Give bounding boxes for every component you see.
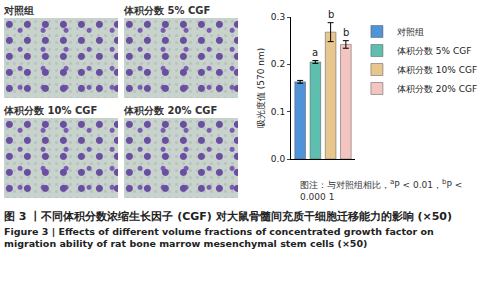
html-text:对照组: 对照组 — [4, 5, 34, 16]
html-text:体积分数 20% CGF: 体积分数 20% CGF — [124, 105, 218, 116]
svg-text:0.3: 0.3 — [271, 12, 285, 22]
svg-text:b: b — [343, 27, 349, 38]
html-text:图 3 丨不同体积分数浓缩生长因子 (CGF) 对大鼠骨髓间: 图 3 丨不同体积分数浓缩生长因子 (CGF) 对大鼠骨髓间充质干细胞迁移能力的… — [4, 210, 453, 223]
svg-text:对照组: 对照组 — [397, 27, 424, 37]
svg-text:a: a — [312, 47, 318, 58]
svg-text:吸光度值 (570 nm): 吸光度值 (570 nm) — [256, 48, 266, 128]
svg-text:0.2: 0.2 — [271, 59, 285, 69]
svg-text:体积分数 20% CGF: 体积分数 20% CGF — [397, 84, 477, 94]
html-text:图注：与对照组相比，aP < 0.01，bP < 0.000: 图注：与对照组相比，aP < 0.01，bP < 0.000 1 — [300, 178, 463, 202]
svg-text:体积分数 10% CGF: 体积分数 10% CGF — [397, 65, 477, 75]
html-text:体积分数 5% CGF: 体积分数 5% CGF — [124, 5, 211, 16]
html-text:体积分数 10% CGF: 体积分数 10% CGF — [4, 105, 98, 116]
svg-text:0.0: 0.0 — [271, 154, 286, 164]
html-text:Figure 3 | Effects of differen: Figure 3 | Effects of different volume f… — [4, 226, 434, 249]
svg-text:b: b — [328, 9, 334, 20]
svg-text:体积分数 5% CGF: 体积分数 5% CGF — [397, 46, 471, 56]
svg-text:0.1: 0.1 — [271, 107, 285, 117]
